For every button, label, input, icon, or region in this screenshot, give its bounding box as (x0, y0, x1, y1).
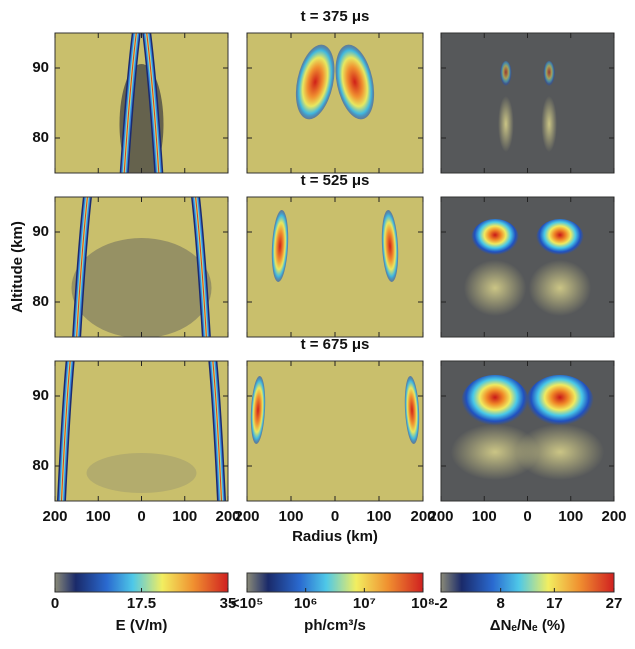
y-tick-label: 90 (32, 387, 49, 404)
haze (541, 96, 557, 152)
density-blob (499, 61, 512, 89)
heatmap (119, 33, 164, 173)
field-streak (60, 361, 71, 501)
panel (246, 32, 424, 174)
x-tick-label: 100 (472, 508, 497, 525)
colorbar-tick-label: 10⁶ (294, 595, 318, 612)
x-axis-label: Radius (km) (292, 528, 378, 545)
x-tick-label: 200 (215, 508, 240, 525)
panel (246, 196, 424, 338)
panel-bg (247, 33, 423, 173)
panel (54, 32, 229, 174)
colorbar-tick-label: 17.5 (127, 595, 156, 612)
x-tick-label: 200 (410, 508, 435, 525)
y-axis-label: Altitude (km) (9, 221, 26, 313)
field-streak (195, 197, 207, 337)
x-tick-label: 200 (42, 508, 67, 525)
panel (54, 196, 229, 338)
colorbar-label: E (V/m) (116, 617, 168, 634)
colorbar-tick-label: <10⁵ (231, 595, 264, 612)
panel-bg (441, 33, 614, 173)
haze (515, 424, 605, 480)
panel (246, 360, 424, 502)
panel-bg (441, 197, 614, 337)
density-blob (525, 375, 594, 431)
panel-bg (247, 361, 423, 501)
colorbar-label: ph/cm³/s (304, 617, 366, 634)
field-streak (123, 33, 137, 173)
x-tick-label: 200 (234, 508, 259, 525)
haze (463, 260, 527, 316)
haze (528, 260, 592, 316)
emission (271, 210, 289, 282)
heatmap (463, 219, 592, 316)
y-tick-label: 80 (32, 293, 49, 310)
density-blob (535, 219, 584, 259)
x-tick-label: 100 (172, 508, 197, 525)
density-blob (471, 219, 520, 259)
x-tick-label: 100 (278, 508, 303, 525)
haze (71, 238, 212, 337)
emission (250, 376, 266, 444)
panel (440, 360, 615, 502)
emission (295, 44, 335, 120)
haze (86, 453, 197, 493)
x-tick-label: 0 (331, 508, 339, 525)
heatmap (71, 197, 212, 337)
colorbar-tick-label: 10⁷ (353, 595, 376, 612)
x-tick-label: 100 (366, 508, 391, 525)
heatmap (56, 361, 227, 501)
row-title: t = 675 μs (301, 336, 370, 353)
colorbar-label: ΔNₑ/Nₑ (%) (490, 617, 565, 634)
haze (498, 96, 514, 152)
x-tick-label: 0 (523, 508, 531, 525)
density-blob (543, 61, 556, 89)
row-title: t = 375 μs (301, 8, 370, 25)
heatmap (250, 376, 420, 444)
colorbar-tick-label: 8 (496, 595, 504, 612)
panel (440, 32, 615, 174)
x-tick-label: 100 (558, 508, 583, 525)
colorbar-tick-label: -2 (434, 595, 447, 612)
x-tick-label: 0 (137, 508, 145, 525)
panel (54, 360, 229, 502)
colorbar-tick-label: 35 (220, 595, 237, 612)
field-streak (76, 197, 88, 337)
colorbar-tick-label: 27 (606, 595, 623, 612)
y-tick-label: 90 (32, 59, 49, 76)
heatmap (271, 210, 399, 282)
x-tick-label: 100 (86, 508, 111, 525)
emission (381, 210, 399, 282)
heatmap (498, 61, 557, 152)
y-tick-label: 80 (32, 129, 49, 146)
colorbar (440, 572, 615, 593)
y-tick-label: 80 (32, 457, 49, 474)
heatmap (450, 375, 605, 480)
colorbar-tick-label: 10⁸ (411, 595, 435, 612)
emission (404, 376, 420, 444)
panel-bg (55, 361, 228, 501)
colorbar (246, 572, 424, 593)
haze (450, 424, 540, 480)
heatmap (295, 44, 375, 120)
emission (335, 44, 375, 120)
x-tick-label: 200 (601, 508, 626, 525)
colorbar-tick-label: 17 (546, 595, 563, 612)
colorbar-tick-label: 0 (51, 595, 59, 612)
row-title: t = 525 μs (301, 172, 370, 189)
y-tick-label: 90 (32, 223, 49, 240)
field-streak (212, 361, 223, 501)
x-tick-label: 200 (428, 508, 453, 525)
panel (440, 196, 615, 338)
field-streak (146, 33, 160, 173)
density-blob (461, 375, 530, 431)
